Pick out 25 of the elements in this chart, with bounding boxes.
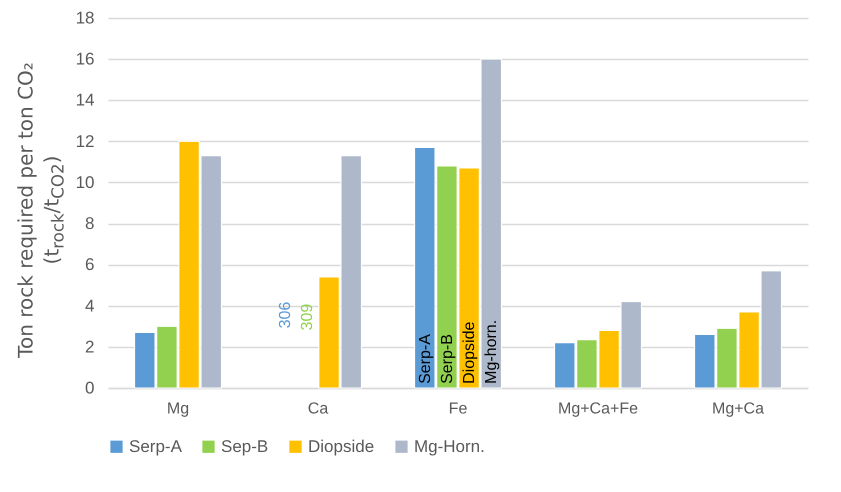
y-tick-label: 16 [76, 50, 94, 69]
y-tick-label: 4 [85, 296, 94, 316]
y-tick-label: 18 [76, 8, 94, 28]
annotation: Serp-A [416, 334, 434, 384]
x-tick-label: Mg [166, 400, 190, 418]
y-tick-label: 12 [76, 132, 94, 151]
annotation: Diopside [461, 322, 478, 384]
x-tick-label: Ca [308, 400, 328, 418]
annotation: 309 [298, 304, 316, 330]
x-tick-label: Mg+Ca [712, 400, 764, 418]
x-tick-label: Mg+Ca+Fe [558, 400, 638, 418]
legend-label: Serp-A [129, 436, 183, 456]
y-tick-label: 14 [76, 90, 94, 110]
y-tick-label: 8 [85, 214, 94, 234]
y-tick-label: 10 [76, 172, 94, 192]
legend-label: Diopside [308, 436, 374, 456]
annotation: Mg-horn. [483, 320, 500, 384]
x-tick-label: Fe [448, 400, 468, 418]
y-tick-label: 0 [85, 378, 94, 398]
annotation: 306 [276, 302, 294, 328]
legend-label: Mg-Horn. [414, 436, 485, 456]
y-tick-label: 2 [85, 337, 94, 356]
annotation: Serp-B [438, 334, 456, 384]
y-tick-label: 6 [85, 255, 94, 274]
legend-label: Sep-B [221, 436, 268, 456]
